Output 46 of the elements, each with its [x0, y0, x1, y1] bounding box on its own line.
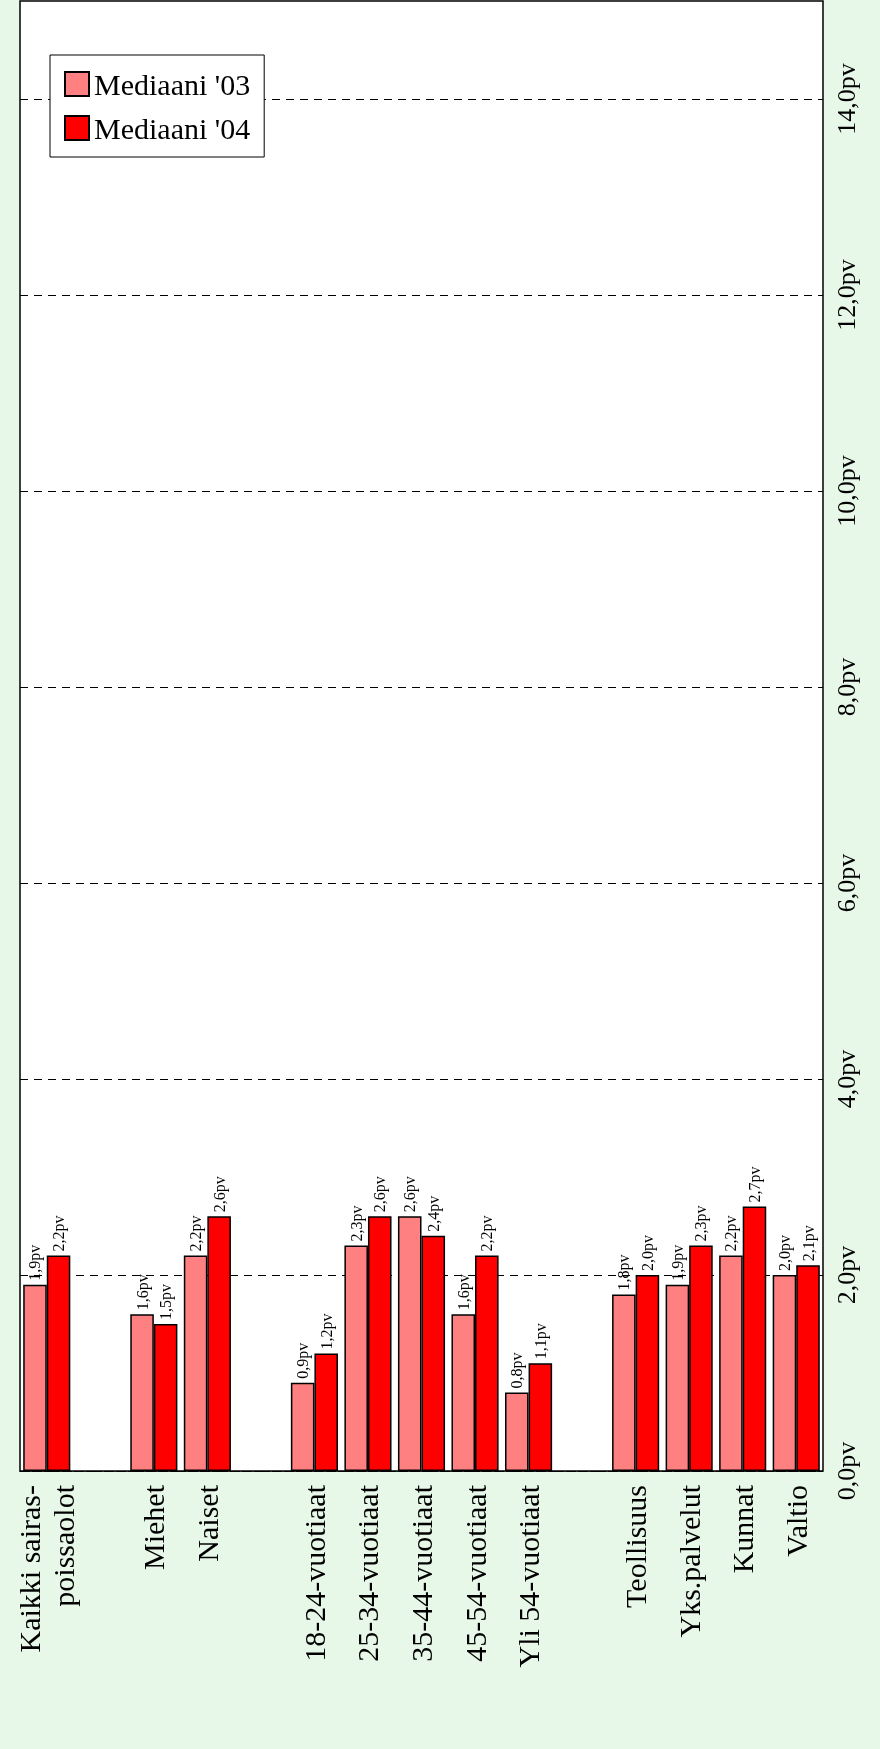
- data-label: 2,3pv: [347, 1205, 366, 1242]
- data-label: 1,5pv: [157, 1284, 176, 1320]
- y-tick-label: 2,0pv: [831, 1245, 861, 1305]
- y-tick-label: 6,0pv: [831, 853, 861, 913]
- y-tick-label: 4,0pv: [831, 1049, 861, 1109]
- x-tick-label: Miehet: [137, 1484, 171, 1570]
- x-tick-label: Kaikki sairas- poissaolot: [13, 1484, 81, 1653]
- x-tick-label: 35-44-vuotiaat: [405, 1484, 438, 1662]
- data-label: 2,4pv: [424, 1195, 443, 1232]
- data-label: 0,8pv: [508, 1352, 527, 1389]
- data-label: 2,2pv: [722, 1215, 741, 1252]
- data-label: 2,2pv: [187, 1215, 206, 1252]
- y-tick-label: 14,0pv: [831, 63, 861, 135]
- x-tick-label: Naiset: [190, 1484, 224, 1562]
- data-label: 1,6pv: [133, 1274, 152, 1311]
- data-label: 1,6pv: [454, 1274, 473, 1311]
- x-tick-label: Yli 54-vuotiaat: [512, 1484, 546, 1668]
- data-label: 2,1pv: [799, 1225, 818, 1262]
- data-label: 1,2pv: [317, 1313, 336, 1350]
- legend-label: Mediaani '03: [94, 67, 251, 101]
- data-label: 2,0pv: [638, 1235, 657, 1271]
- y-tick-label: 10,0pv: [831, 455, 861, 527]
- data-label: 2,2pv: [50, 1215, 69, 1252]
- data-label: 1,8pv: [615, 1254, 634, 1291]
- y-tick-label: 8,0pv: [831, 657, 861, 717]
- x-tick-label: Teollisuus: [619, 1485, 653, 1608]
- data-label: 2,0pv: [775, 1235, 794, 1271]
- data-label: 2,6pv: [401, 1176, 420, 1213]
- data-label: 2,6pv: [210, 1176, 229, 1213]
- data-label: 1,9pv: [26, 1244, 45, 1281]
- x-tick-label: 18-24-vuotiaat: [297, 1484, 331, 1662]
- data-label: 1,9pv: [668, 1244, 687, 1281]
- data-label: 2,3pv: [692, 1205, 711, 1242]
- x-tick-label: Kunnat: [726, 1484, 760, 1574]
- y-tick-label: 0,0pv: [831, 1441, 861, 1501]
- legend-label: Mediaani '04: [94, 111, 251, 145]
- data-label: 0,9pv: [294, 1342, 313, 1379]
- data-label: 1,1pv: [531, 1323, 550, 1360]
- data-label: 2,6pv: [371, 1176, 390, 1213]
- x-tick-label: 25-34-vuotiaat: [351, 1484, 385, 1662]
- data-label: 2,2pv: [478, 1215, 497, 1252]
- y-tick-label: 12,0pv: [831, 259, 861, 331]
- x-tick-label: Yks.palvelut: [672, 1484, 706, 1638]
- x-tick-label: Valtio: [779, 1485, 813, 1557]
- data-label: 2,7pv: [745, 1166, 764, 1203]
- x-tick-label: 45-54-vuotiaat: [458, 1484, 492, 1662]
